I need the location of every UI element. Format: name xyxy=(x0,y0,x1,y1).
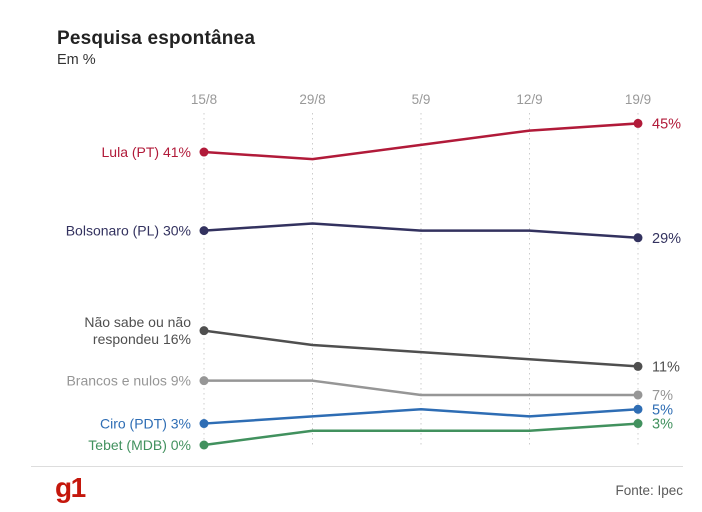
series-start-dot-brancos-e-nulos xyxy=(199,376,209,386)
series-end-label-ciro-pdt: 5% xyxy=(652,402,673,418)
series-start-label-bolsonaro-pl: Bolsonaro (PL) 30% xyxy=(66,223,191,239)
x-axis-label-19-9: 19/9 xyxy=(625,92,651,107)
series-end-dot-ciro-pdt xyxy=(633,404,643,414)
series-line-ciro-pdt xyxy=(202,408,640,425)
x-axis-label-15-8: 15/8 xyxy=(191,92,217,107)
series-end-dot-lula-pt xyxy=(633,118,643,128)
series-line-tebet-mdb xyxy=(202,422,640,447)
series-start-dot-na-o-sabe-ou-na-o-respondeu xyxy=(199,326,209,336)
series-start-label-lula-pt: Lula (PT) 41% xyxy=(102,144,191,160)
series-start-dot-bolsonaro-pl xyxy=(199,226,209,236)
series-end-label-bolsonaro-pl: 29% xyxy=(652,231,681,247)
series-start-label-tebet-mdb: Tebet (MDB) 0% xyxy=(88,437,191,453)
page-title: Pesquisa espontânea xyxy=(57,28,256,49)
series-line-na-o-sabe-ou-na-o-respondeu xyxy=(202,329,640,368)
series-start-label-brancos-e-nulos: Brancos e nulos 9% xyxy=(66,373,191,389)
series-end-dot-brancos-e-nulos xyxy=(633,390,643,400)
series-start-dot-lula-pt xyxy=(199,147,209,157)
series-end-label-tebet-mdb: 3% xyxy=(652,417,673,433)
series-line-bolsonaro-pl xyxy=(202,222,640,240)
series-start-dot-ciro-pdt xyxy=(199,419,209,429)
g1-logo: g1 xyxy=(55,472,86,503)
series-end-dot-bolsonaro-pl xyxy=(633,233,643,243)
series-line-brancos-e-nulos xyxy=(202,379,640,397)
series-end-label-brancos-e-nulos: 7% xyxy=(652,388,673,404)
series-end-dot-na-o-sabe-ou-na-o-respondeu xyxy=(633,361,643,371)
x-axis-label-5-9: 5/9 xyxy=(412,92,431,107)
x-axis-label-29-8: 29/8 xyxy=(299,92,325,107)
series-start-label-ciro-pdt: Ciro (PDT) 3% xyxy=(100,416,191,432)
chart-unit-label: Em % xyxy=(57,52,96,68)
series-start-dot-tebet-mdb xyxy=(199,440,209,450)
series-end-dot-tebet-mdb xyxy=(633,419,643,429)
series-end-label-lula-pt: 45% xyxy=(652,116,681,132)
series-start-label-na-o-sabe-ou-na-o-respondeu: respondeu 16% xyxy=(93,331,191,347)
series-end-label-na-o-sabe-ou-na-o-respondeu: 11% xyxy=(652,359,680,375)
series-start-label-na-o-sabe-ou-na-o-respondeu: Não sabe ou não xyxy=(84,314,191,330)
footer-divider xyxy=(31,466,683,467)
x-axis-label-12-9: 12/9 xyxy=(516,92,542,107)
source-label: Fonte: Ipec xyxy=(615,483,683,498)
series-line-lula-pt xyxy=(202,122,640,161)
